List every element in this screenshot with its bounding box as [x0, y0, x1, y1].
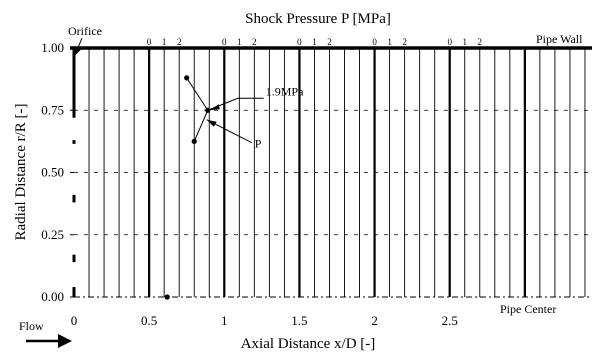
x-tick-label: 2.5 [442, 313, 458, 328]
y-tick-label: 0.25 [41, 227, 64, 242]
x-tick-label: 0 [71, 313, 78, 328]
annotation-label: P [255, 137, 262, 151]
pressure-scale-label: 0 [222, 37, 227, 47]
series-line [186, 77, 209, 142]
x-tick-label: 1 [221, 313, 228, 328]
y-tick-label: 0.00 [41, 289, 64, 304]
y-axis-label: Radial Distance r/R [-] [13, 103, 29, 240]
x-axis-label: Axial Distance x/D [-] [241, 336, 376, 352]
pressure-scale-label: 0 [297, 37, 302, 47]
pipe-center-label: Pipe Center [500, 302, 556, 316]
pressure-scale-label: 0 [447, 37, 452, 47]
x-tick-label: 0.5 [141, 313, 157, 328]
annotation-label: 1.9MPa [266, 84, 304, 98]
pressure-scale-label: 2 [252, 37, 257, 47]
chart-title: Shock Pressure P [MPa] [245, 11, 391, 27]
pressure-scale-label: 2 [327, 37, 332, 47]
annotation-arrowhead [206, 119, 217, 127]
orifice-arrowhead [75, 46, 81, 56]
pressure-scale-label: 0 [147, 37, 152, 47]
pipe-wall-label: Pipe Wall [536, 32, 583, 46]
pressure-scale-label: 1 [162, 37, 167, 47]
y-tick-label: 1.00 [41, 40, 64, 55]
orifice-label: Orifice [68, 24, 102, 38]
pressure-scale-label: 1 [387, 37, 392, 47]
pressure-scale-label: 0 [372, 37, 377, 47]
pressure-scale-label: 1 [462, 37, 467, 47]
flow-label: Flow [19, 319, 44, 333]
pressure-scale-label: 2 [478, 37, 483, 47]
y-tick-label: 0.75 [41, 102, 64, 117]
data-point [164, 294, 170, 300]
data-point [184, 75, 190, 81]
pressure-scale-label: 2 [402, 37, 407, 47]
pressure-scale-label: 1 [237, 37, 242, 47]
pressure-scale-label: 2 [177, 37, 182, 47]
flow-arrow-icon [26, 334, 72, 348]
y-tick-label: 0.50 [41, 165, 64, 180]
annotation-arrowhead [209, 104, 220, 111]
data-point [191, 138, 197, 144]
x-tick-label: 1.5 [291, 313, 307, 328]
x-tick-label: 2 [371, 313, 378, 328]
data-point [205, 107, 211, 113]
pressure-scale-label: 1 [312, 37, 317, 47]
